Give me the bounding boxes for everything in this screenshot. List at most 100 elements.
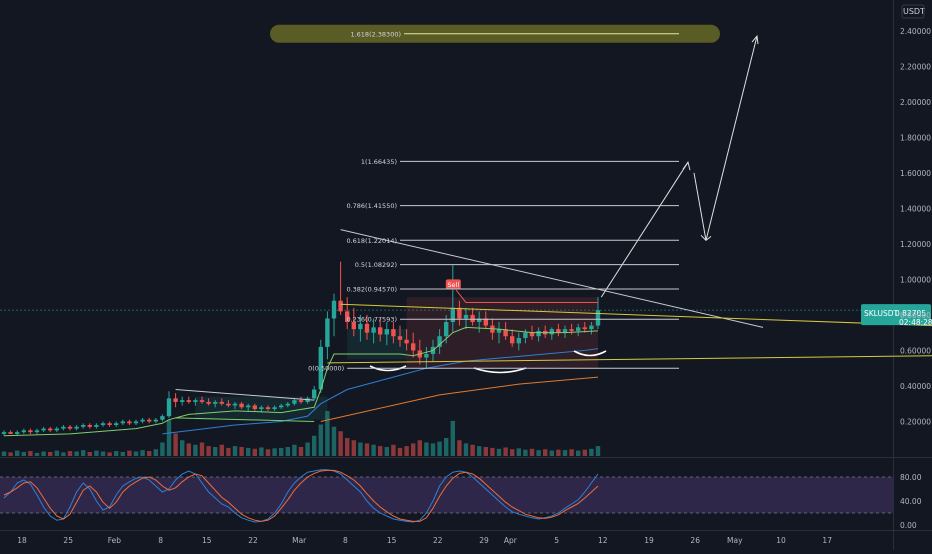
volume-bar (285, 447, 290, 456)
volume-bar (298, 447, 304, 456)
candle-body (529, 332, 535, 337)
candle-body (338, 300, 343, 312)
axes: USDT 0.82705 02:48:28 SKLUSDT 2.40000 2.2… (17, 4, 932, 545)
candle-body (193, 400, 198, 402)
volume-bar (8, 452, 13, 456)
volume-bar (100, 451, 106, 456)
candle-body (226, 403, 231, 406)
candle-body (265, 407, 271, 410)
x-tick-label: 22 (433, 536, 443, 545)
x-tick-label: 12 (598, 536, 608, 545)
fib-label: 0.618(1.22014) (346, 237, 397, 245)
candle-body (180, 400, 185, 402)
y-tick-label: 0.60000 (900, 346, 931, 355)
projection-arrowhead-3 (700, 234, 712, 241)
y-tick-label: 0.40000 (900, 382, 931, 391)
volume-bar (166, 420, 172, 456)
projection-leg-1 (600, 161, 689, 298)
candle-body (582, 327, 587, 330)
x-tick-label: 15 (202, 536, 212, 545)
volume-bar (312, 435, 317, 456)
volume-bar (444, 438, 449, 456)
y-tick-label: 0.80000 (900, 311, 931, 320)
x-tick-label: Mar (292, 536, 307, 545)
candle-body (549, 329, 554, 335)
x-tick-label: 19 (644, 536, 654, 545)
volume-bar (239, 447, 244, 456)
candle-body (41, 428, 46, 431)
volume-bar (516, 448, 521, 456)
volume-bar (450, 420, 455, 456)
candle-body (239, 403, 244, 408)
volume-bar (536, 450, 541, 456)
volume-bar (199, 442, 205, 456)
candle-body (199, 400, 205, 402)
volume-bar (496, 448, 502, 456)
x-tick-label: 22 (248, 536, 258, 545)
candle-body (496, 329, 502, 333)
candle-body (411, 343, 416, 351)
candle-body (285, 403, 290, 406)
y-tick-label: 2.00000 (900, 98, 931, 107)
candle-body (28, 430, 33, 433)
candle-body (483, 318, 488, 326)
candle-body (107, 423, 112, 426)
volume-bar (477, 446, 482, 456)
volume-bar (193, 444, 198, 456)
projection-leg-3 (705, 35, 758, 241)
candle-body (61, 426, 66, 429)
candle-body (100, 423, 106, 426)
candle-body (166, 398, 172, 417)
sell-badge-label: Sell (447, 281, 459, 289)
x-tick-label: Apr (504, 536, 518, 545)
volume-bar (576, 450, 581, 456)
candle-body (292, 400, 297, 404)
x-tick-label: 18 (17, 536, 27, 545)
x-tick-label: 8 (343, 536, 348, 545)
candle-body (523, 332, 528, 339)
sell-badge (445, 279, 461, 290)
y-tick-label: 2.20000 (900, 62, 931, 71)
candle-body (450, 307, 455, 323)
candle-body (595, 310, 601, 326)
stoch-tick-label: 0.00 (900, 521, 917, 530)
volume-bar (107, 452, 112, 456)
candle-body (404, 339, 409, 344)
candle-body (510, 336, 515, 344)
volume-bar (358, 442, 363, 456)
candle-body (576, 327, 581, 331)
volume-bar (272, 448, 277, 456)
stoch-tick-label: 80.00 (900, 473, 922, 482)
stoch-d-line (3, 469, 599, 522)
volume-bar (562, 450, 568, 456)
volume-bar (292, 444, 297, 456)
candle-body (569, 329, 574, 331)
volume-bar (61, 452, 66, 456)
fib-label: 0(0.50000) (308, 365, 344, 373)
candle-body (384, 329, 389, 335)
stoch-tick-label: 40.00 (900, 497, 922, 506)
volume-bar (529, 448, 535, 456)
candle-body (8, 432, 13, 434)
stoch-band (0, 477, 893, 513)
currency-label: USDT (903, 7, 925, 16)
symbol-label: SKLUSDT (864, 309, 899, 318)
candle-body (470, 314, 475, 323)
candle-body (312, 389, 317, 399)
volume-bar (595, 446, 601, 456)
candle-body (252, 405, 257, 410)
volume-bar (21, 451, 26, 456)
descending-trendline (340, 229, 764, 328)
candle-body (153, 419, 158, 422)
candle-body (160, 416, 165, 420)
last-price-badge (861, 304, 931, 326)
candle-body (457, 307, 462, 319)
volume-bar (160, 442, 165, 456)
volume-bar (457, 440, 462, 456)
candle-body (331, 300, 337, 319)
volume-bar (424, 442, 429, 456)
volume-bar (114, 451, 119, 456)
x-tick-label: Feb (108, 536, 122, 545)
candle-body (74, 426, 79, 429)
